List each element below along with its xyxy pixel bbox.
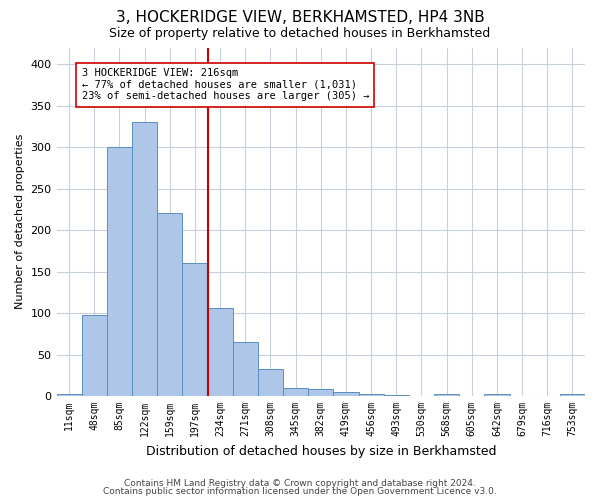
Text: 3 HOCKERIDGE VIEW: 216sqm
← 77% of detached houses are smaller (1,031)
23% of se: 3 HOCKERIDGE VIEW: 216sqm ← 77% of detac… <box>82 68 369 102</box>
Text: Contains HM Land Registry data © Crown copyright and database right 2024.: Contains HM Land Registry data © Crown c… <box>124 478 476 488</box>
Bar <box>484 394 509 396</box>
Bar <box>233 342 258 396</box>
Bar <box>383 395 409 396</box>
Bar <box>359 394 383 396</box>
Bar <box>132 122 157 396</box>
Text: Contains public sector information licensed under the Open Government Licence v3: Contains public sector information licen… <box>103 487 497 496</box>
Bar <box>208 308 233 396</box>
Y-axis label: Number of detached properties: Number of detached properties <box>15 134 25 310</box>
Bar <box>157 214 182 396</box>
Bar <box>258 370 283 396</box>
Bar <box>560 394 585 396</box>
Text: Size of property relative to detached houses in Berkhamsted: Size of property relative to detached ho… <box>109 28 491 40</box>
Bar <box>182 264 208 396</box>
Bar <box>283 388 308 396</box>
Bar <box>434 394 459 396</box>
Bar <box>82 314 107 396</box>
X-axis label: Distribution of detached houses by size in Berkhamsted: Distribution of detached houses by size … <box>146 444 496 458</box>
Bar <box>334 392 359 396</box>
Bar <box>56 394 82 396</box>
Text: 3, HOCKERIDGE VIEW, BERKHAMSTED, HP4 3NB: 3, HOCKERIDGE VIEW, BERKHAMSTED, HP4 3NB <box>116 10 484 25</box>
Bar <box>308 390 334 396</box>
Bar <box>107 147 132 396</box>
